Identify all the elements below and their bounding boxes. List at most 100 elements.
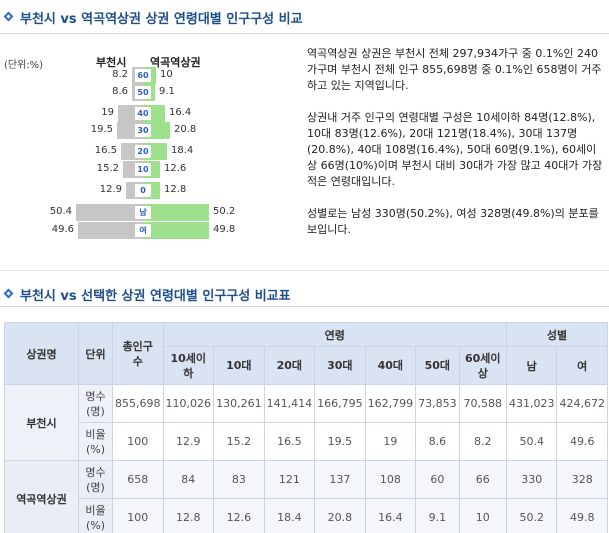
- value-cell: 9.1: [415, 498, 460, 533]
- header-area: 상권명: [4, 322, 79, 385]
- value-cell: 12.8: [162, 498, 215, 533]
- value-cell: 84: [162, 460, 215, 499]
- value-cell: 141,414: [263, 384, 316, 423]
- right-value: 18.4: [171, 145, 194, 156]
- header-age-col: 60세이상: [458, 346, 507, 385]
- right-value: 16.4: [169, 107, 192, 118]
- title-divider: [0, 33, 609, 34]
- left-value: 16.5: [94, 145, 117, 156]
- pyramid-row: 8.6 9.1 50: [0, 84, 300, 101]
- age-label: 20: [135, 145, 151, 158]
- table-row: 역곡역상권 명수(명) 658 84 83 121 137 108 60 66 330 328: [4, 460, 608, 533]
- value-cell: 10: [458, 498, 507, 533]
- age-label: 0: [135, 184, 151, 197]
- value-cell: 100: [112, 422, 164, 461]
- value-cell: 12.6: [213, 498, 265, 533]
- value-cell: 328: [556, 460, 608, 499]
- pyramid-row: 19 16.4 40: [0, 105, 300, 122]
- value-cell: 83: [213, 460, 265, 499]
- section-title-text: 부천시 vs 역곡역상권 상권 연령대별 인구구성 비교: [20, 11, 303, 27]
- pyramid-row: 15.2 12.6 10: [0, 161, 300, 178]
- age-label: 여: [135, 224, 151, 237]
- left-bar: [76, 204, 143, 221]
- value-cell: 19.5: [314, 422, 366, 461]
- left-value: 8.2: [112, 69, 128, 80]
- left-value: 50.4: [49, 206, 72, 217]
- right-value: 9.1: [159, 86, 175, 97]
- unit-cell: 명수(명): [78, 384, 113, 423]
- left-bar: [78, 222, 143, 239]
- value-cell: 162,799: [364, 384, 417, 423]
- left-value: 15.2: [96, 163, 119, 174]
- left-value: 19.5: [90, 124, 113, 135]
- section-divider: [0, 270, 609, 271]
- header-gender-col: 여: [556, 346, 608, 385]
- value-cell: 8.6: [415, 422, 460, 461]
- pyramid-row: 19.5 20.8 30: [0, 122, 300, 139]
- left-value: 8.6: [112, 86, 128, 97]
- header-age-col: 30대: [314, 346, 366, 385]
- value-cell: 49.6: [556, 422, 608, 461]
- unit-cell: 비율(%): [78, 498, 113, 533]
- value-cell: 15.2: [213, 422, 265, 461]
- diamond-bullet-icon: [4, 289, 14, 299]
- value-cell: 330: [505, 460, 558, 499]
- value-cell: 66: [458, 460, 507, 499]
- value-cell: 70,588: [458, 384, 507, 423]
- age-label: 30: [135, 124, 151, 137]
- header-total: 총인구수: [112, 322, 164, 385]
- header-age-col: 10대: [213, 346, 265, 385]
- age-label: 60: [135, 69, 151, 82]
- header-age-group: 연령: [162, 322, 507, 347]
- right-value: 49.8: [213, 224, 236, 235]
- value-cell: 108: [364, 460, 417, 499]
- pyramid-left-header: 부천시: [96, 56, 127, 69]
- value-cell: 16.5: [263, 422, 316, 461]
- left-value: 49.6: [51, 224, 74, 235]
- table-row: 비율(%) 100 12.8 12.6 18.4 20.8 16.4 9.1 10 50.2 49.…: [5, 498, 608, 533]
- value-cell: 60: [415, 460, 460, 499]
- header-gender-col: 남: [505, 346, 558, 385]
- age-label: 10: [135, 163, 151, 176]
- right-bar: [143, 222, 209, 239]
- right-value: 10: [160, 69, 173, 80]
- value-cell: 73,853: [415, 384, 460, 423]
- diamond-bullet-icon: [4, 12, 14, 22]
- section-title-text: 부천시 vs 선택한 상권 연령대별 인구구성 비교표: [20, 288, 291, 304]
- unit-cell: 명수(명): [78, 460, 113, 499]
- value-cell: 431,023: [505, 384, 558, 423]
- table-row: 비율(%) 100 12.9 15.2 16.5 19.5 19 8.6 8.2 50.4 49.6: [5, 422, 608, 461]
- area-name: 부천시: [4, 384, 79, 461]
- pyramid-row: 8.2 10 60: [0, 67, 300, 84]
- age-label: 남: [135, 206, 151, 219]
- value-cell: 20.8: [314, 498, 366, 533]
- header-unit: 단위: [78, 322, 113, 385]
- pyramid-row: 49.6 49.8 여: [0, 222, 300, 239]
- area-name: 역곡역상권: [4, 460, 79, 533]
- description-paragraph: 상권내 거주 인구의 연령대별 구성은 10세이하 84명(12.8%), 10…: [307, 111, 603, 188]
- header-age-col: 10세이하: [162, 346, 215, 385]
- value-cell: 16.4: [364, 498, 417, 533]
- pyramid-row: 16.5 18.4 20: [0, 143, 300, 160]
- left-value: 19: [101, 107, 114, 118]
- value-cell: 19: [364, 422, 417, 461]
- section-title-comparison: 부천시 vs 역곡역상권 상권 연령대별 인구구성 비교: [4, 8, 303, 27]
- header-age-col: 50대: [415, 346, 460, 385]
- value-cell: 137: [314, 460, 366, 499]
- value-cell: 12.9: [162, 422, 215, 461]
- value-cell: 424,672: [556, 384, 608, 423]
- description-text: 역곡역상권 상권은 부천시 전체 297,934가구 중 0.1%인 240가구…: [307, 46, 605, 238]
- value-cell: 110,026: [162, 384, 215, 423]
- value-cell: 50.2: [505, 498, 558, 533]
- unit-cell: 비율(%): [78, 422, 113, 461]
- right-value: 12.8: [164, 184, 187, 195]
- value-cell: 49.8: [556, 498, 608, 533]
- value-cell: 100: [112, 498, 164, 533]
- right-value: 50.2: [213, 206, 236, 217]
- unit-label: (단위:%): [4, 60, 44, 71]
- right-value: 12.6: [164, 163, 187, 174]
- pyramid-right-header: 역곡역상권: [150, 56, 201, 69]
- pyramid-row: 12.9 12.8 0: [0, 182, 300, 199]
- title-divider: [0, 306, 609, 307]
- value-cell: 130,261: [213, 384, 265, 423]
